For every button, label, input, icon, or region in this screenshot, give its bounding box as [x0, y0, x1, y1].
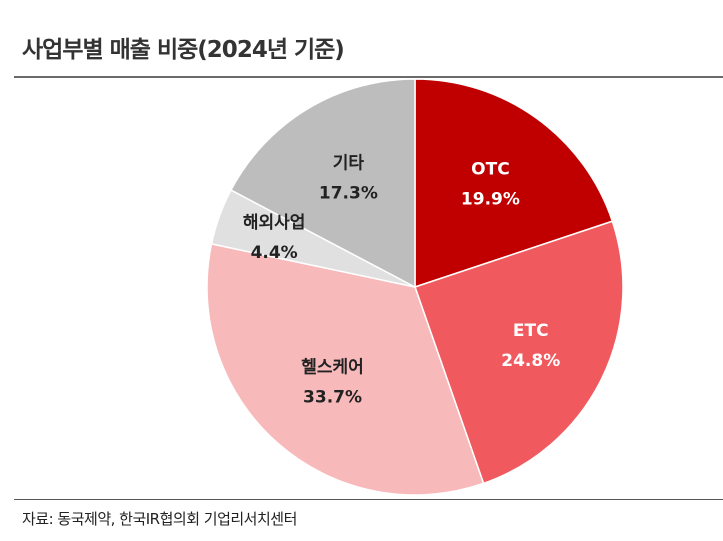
source-note: 자료: 동국제약, 한국IR협의회 기업리서치센터	[22, 510, 297, 528]
pie-slice-2	[414, 220, 624, 485]
slice-value-1: 19.9%	[461, 189, 520, 209]
slice-value-5: 17.3%	[319, 184, 378, 204]
chart-title: 사업부별 매출 비중(2024년 기준)	[22, 37, 345, 63]
pie-slice-5	[229, 78, 416, 289]
slice-label-3: 헬스케어	[301, 358, 364, 378]
slice-label-4: 해외사업	[243, 213, 306, 233]
slice-value-2: 24.8%	[501, 351, 560, 371]
slice-label-1: OTC	[471, 159, 510, 179]
bottom-divider	[14, 499, 723, 500]
top-divider	[14, 76, 723, 78]
slice-value-4: 4.4%	[251, 243, 298, 263]
slice-label-2: ETC	[513, 321, 549, 341]
pie-slice-3	[206, 243, 485, 496]
pie-slice-1	[414, 78, 614, 289]
slice-label-5: 기타	[333, 154, 365, 174]
slice-value-3: 33.7%	[303, 388, 362, 408]
